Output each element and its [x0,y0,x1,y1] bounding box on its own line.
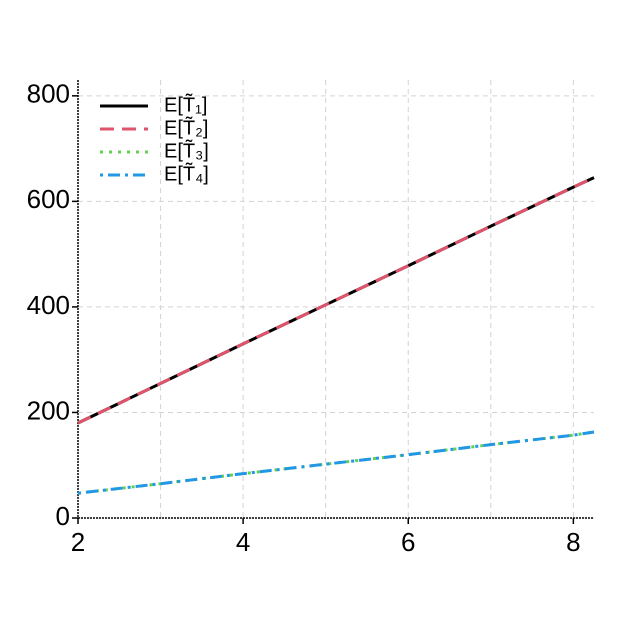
y-tick-label: 0 [56,501,70,531]
y-tick-label: 600 [27,184,70,214]
legend-label: E[T̃₁] [164,93,207,116]
x-tick-label: 8 [566,527,580,557]
legend-label: E[T̃₄] [164,162,209,185]
x-tick-label: 6 [401,527,415,557]
y-tick-label: 200 [27,395,70,425]
line-series [77,176,595,425]
legend-label: E[T̃₂] [164,116,208,139]
y-tick-label: 800 [27,79,70,109]
legend-label: E[T̃₃] [164,139,209,162]
y-tick-label: 400 [27,290,70,320]
x-tick-label: 4 [236,527,250,557]
line-series [77,430,595,495]
x-tick-label: 2 [71,527,85,557]
